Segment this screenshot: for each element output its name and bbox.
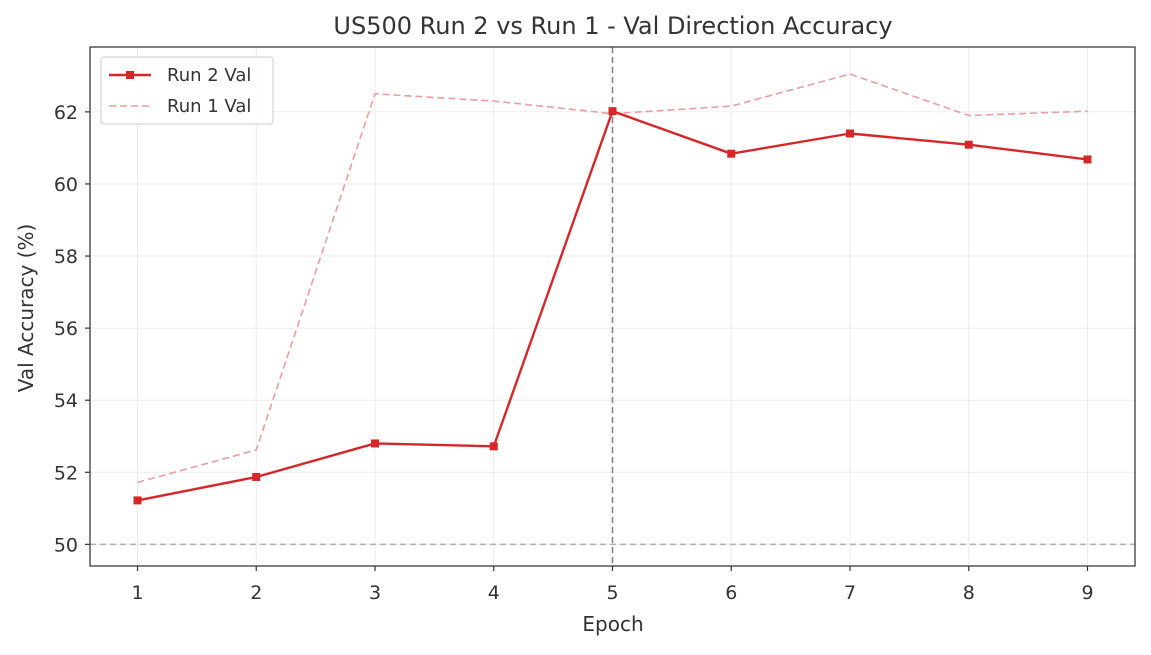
x-tick-label-3: 4 [488, 582, 500, 604]
series-2 [137, 73, 1088, 484]
series-1-point-4 [489, 442, 498, 451]
series-2-line [137, 73, 1088, 484]
y-tick-label-6: 62 [54, 102, 78, 124]
x-tick-label-7: 8 [963, 582, 975, 604]
x-tick-label-6: 7 [844, 582, 856, 604]
y-tick-label-0: 50 [54, 534, 78, 556]
legend-marker-1 [126, 71, 134, 79]
series-1-point-9 [1083, 155, 1092, 164]
y-axis-ticks: 50 52 54 56 58 60 62 [54, 102, 90, 556]
legend-item-2: Run 1 Val [109, 96, 251, 117]
x-tick-label-2: 3 [369, 582, 381, 604]
y-tick-label-1: 52 [54, 462, 78, 484]
x-tick-label-4: 5 [606, 582, 618, 604]
legend-label-1: Run 2 Val [167, 65, 251, 86]
y-axis-label: Val Accuracy (%) [14, 224, 38, 393]
reference-lines [90, 47, 1135, 566]
series-1-point-3 [371, 439, 379, 448]
chart-title: US500 Run 2 vs Run 1 - Val Direction Acc… [333, 12, 892, 40]
y-tick-label-2: 54 [54, 390, 78, 412]
series-1-point-1 [133, 496, 142, 505]
legend: Run 2 Val Run 1 Val [100, 56, 274, 125]
x-tick-label-1: 2 [250, 582, 262, 604]
series-1-point-2 [252, 472, 261, 481]
y-tick-label-4: 58 [54, 246, 78, 268]
series-1-point-8 [964, 140, 973, 149]
legend-item-1: Run 2 Val [109, 65, 251, 86]
series-layer [133, 73, 1092, 505]
x-axis-ticks: 1 2 3 4 5 6 7 8 9 [131, 566, 1094, 604]
x-tick-label-5: 6 [725, 582, 737, 604]
y-tick-label-3: 56 [54, 318, 78, 340]
y-tick-label-5: 60 [54, 174, 78, 196]
legend-box [100, 56, 274, 125]
series-1-point-6 [727, 149, 736, 158]
series-1 [133, 107, 1092, 505]
x-axis-label: Epoch [582, 612, 643, 636]
legend-label-2: Run 1 Val [167, 96, 251, 117]
series-1-point-7 [846, 129, 854, 138]
x-tick-label-8: 9 [1081, 582, 1093, 604]
x-tick-label-0: 1 [131, 582, 143, 604]
series-1-point-5 [608, 107, 617, 116]
